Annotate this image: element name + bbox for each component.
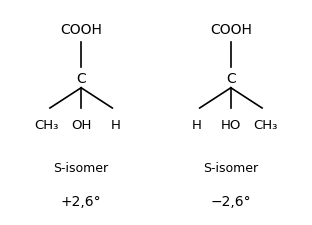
Text: H: H	[192, 119, 202, 132]
Text: OH: OH	[71, 119, 91, 132]
Text: −2,6°: −2,6°	[211, 196, 251, 209]
Text: S-isomer: S-isomer	[54, 162, 109, 175]
Text: C: C	[76, 72, 86, 86]
Text: COOH: COOH	[210, 22, 252, 36]
Text: H: H	[110, 119, 120, 132]
Text: +2,6°: +2,6°	[61, 196, 101, 209]
Text: C: C	[226, 72, 236, 86]
Text: HO: HO	[221, 119, 241, 132]
Text: S-isomer: S-isomer	[203, 162, 258, 175]
Text: COOH: COOH	[60, 22, 102, 36]
Text: CH₃: CH₃	[253, 119, 277, 132]
Text: CH₃: CH₃	[35, 119, 59, 132]
